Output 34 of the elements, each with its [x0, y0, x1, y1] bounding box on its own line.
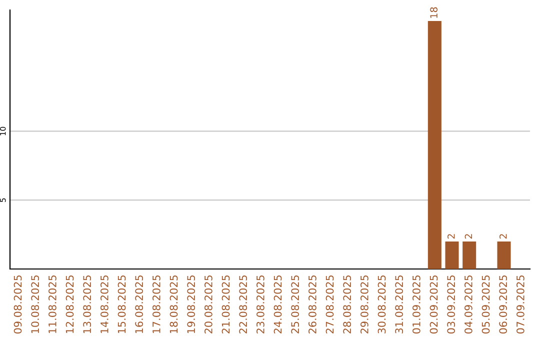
x-tick-label: 31.08.2025 [395, 275, 404, 334]
data-label: 2 [447, 234, 455, 239]
x-tick-label: 14.08.2025 [100, 275, 108, 334]
x-tick-label: 10.08.2025 [31, 275, 40, 334]
x-tick-label: 03.09.2025 [447, 275, 456, 334]
x-tick-label: 18.08.2025 [170, 275, 178, 334]
x-tick-label: 01.09.2025 [412, 275, 420, 334]
x-tick-label: 19.08.2025 [187, 275, 196, 334]
x-tick-label: 11.08.2025 [48, 275, 56, 334]
x-tick-label: 15.08.2025 [118, 275, 126, 334]
x-tick-label: 17.08.2025 [152, 275, 160, 334]
x-tick-label: 06.09.2025 [499, 275, 508, 334]
x-tick-label: 02.09.2025 [430, 275, 438, 334]
x-tick-label: 28.08.2025 [343, 275, 352, 334]
x-tick-label: 07.09.2025 [516, 275, 524, 334]
x-tick-label: 26.08.2025 [308, 275, 316, 334]
x-tick-label: 16.08.2025 [135, 275, 144, 334]
data-label: 2 [464, 234, 472, 239]
x-tick-label: 22.08.2025 [239, 275, 248, 334]
x-tick-label: 21.08.2025 [222, 275, 230, 334]
x-tick-label: 20.08.2025 [204, 275, 212, 334]
x-tick-label: 30.08.2025 [378, 275, 386, 334]
data-label: 2 [499, 234, 507, 239]
data-label: 18 [430, 7, 438, 18]
x-tick-label: 05.09.2025 [482, 275, 490, 334]
x-tick-label: 23.08.2025 [256, 275, 264, 334]
x-tick-label: 24.08.2025 [274, 275, 282, 334]
x-tick-label: 25.08.2025 [291, 275, 300, 334]
x-tick-label: 27.08.2025 [326, 275, 334, 334]
x-tick-label: 29.08.2025 [360, 275, 368, 334]
x-tick-label: 12.08.2025 [66, 275, 74, 334]
x-tick-label: 09.08.2025 [14, 275, 22, 334]
x-tick-label: 04.09.2025 [464, 275, 472, 334]
x-tick-label: 13.08.2025 [83, 275, 92, 334]
